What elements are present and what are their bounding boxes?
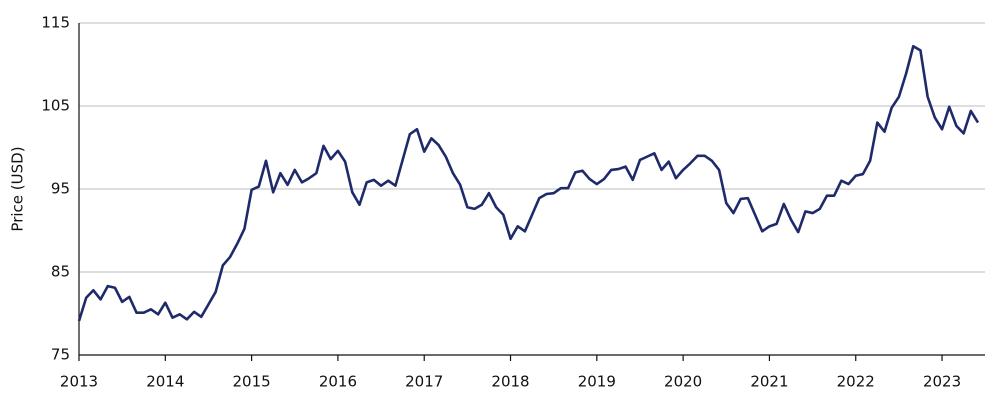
x-tick-label: 2018: [491, 373, 529, 391]
y-tick-label: 95: [51, 180, 70, 198]
y-tick-label: 85: [51, 263, 70, 281]
x-tick-label: 2014: [146, 373, 184, 391]
y-axis-label: Price (USD): [9, 146, 27, 231]
y-tick-label: 115: [41, 14, 70, 32]
x-tick-label: 2023: [923, 373, 961, 391]
x-tick-label: 2017: [405, 373, 443, 391]
x-tick-label: 2022: [837, 373, 875, 391]
y-tick-label: 105: [41, 97, 70, 115]
y-tick-label: 75: [51, 346, 70, 364]
x-tick-label: 2013: [60, 373, 98, 391]
price-line: [77, 44, 980, 322]
x-tick-label: 2021: [750, 373, 788, 391]
x-tick-label: 2019: [578, 373, 616, 391]
x-tick-label: 2015: [233, 373, 271, 391]
x-tick-label: 2020: [664, 373, 702, 391]
x-tick-label: 2016: [319, 373, 357, 391]
